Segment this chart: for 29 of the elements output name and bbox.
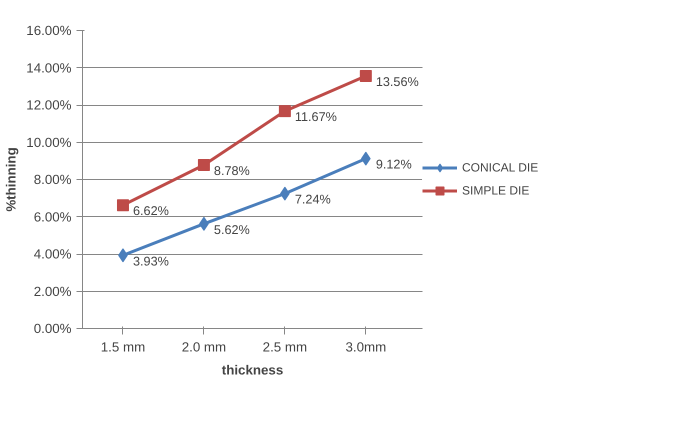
data-label: 5.62% bbox=[214, 222, 250, 237]
legend-label: CONICAL DIE bbox=[462, 160, 538, 174]
y-tick-label: 8.00% bbox=[34, 172, 72, 187]
point bbox=[198, 158, 210, 171]
legend-label: SIMPLE DIE bbox=[462, 184, 530, 198]
y-tick-label: 14.00% bbox=[26, 60, 72, 76]
y-tick-label: 6.00% bbox=[34, 209, 72, 224]
point bbox=[116, 199, 129, 212]
data-label: 6.62% bbox=[132, 204, 169, 218]
data-label: 7.24% bbox=[294, 192, 331, 207]
y-tick-label: 16.00% bbox=[26, 23, 72, 38]
x-tick-label: 3.0mm bbox=[345, 340, 386, 354]
data-label: 9.12% bbox=[376, 158, 412, 172]
y-axis-title: %thinning bbox=[3, 147, 18, 212]
x-tick-label: 1.5 mm bbox=[100, 340, 146, 354]
y-tick-label: 4.00% bbox=[34, 246, 72, 262]
x-axis-title: thickness bbox=[222, 362, 284, 378]
point bbox=[278, 105, 291, 118]
x-tick-label: 2.0 mm bbox=[182, 340, 226, 354]
data-label: 13.56% bbox=[376, 74, 419, 89]
point bbox=[360, 70, 372, 82]
data-label: 3.93% bbox=[132, 254, 169, 268]
data-label: 11.67% bbox=[294, 110, 337, 124]
y-tick-label: 12.00% bbox=[26, 98, 72, 112]
y-tick-label: 10.00% bbox=[26, 134, 72, 150]
data-label: 8.78% bbox=[214, 164, 250, 178]
y-tick-label: 0.00% bbox=[34, 321, 72, 336]
y-tick-label: 2.00% bbox=[34, 284, 72, 299]
x-tick-label: 2.5 mm bbox=[262, 340, 308, 354]
